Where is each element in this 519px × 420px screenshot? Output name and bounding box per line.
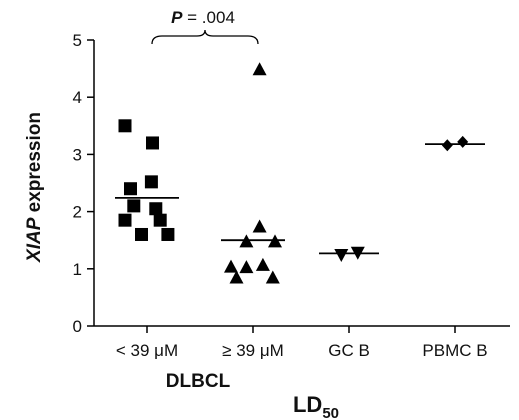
data-point: [252, 219, 267, 233]
y-tick-label: 4: [73, 88, 82, 107]
x-axis-title: LD50: [293, 392, 339, 420]
y-tick-label: 5: [73, 31, 82, 50]
data-point: [144, 175, 158, 189]
p-value-label: P = .004: [171, 8, 235, 27]
x-tick-label: ≥ 39 μM: [222, 341, 284, 360]
x-tick-label: PBMC B: [422, 341, 487, 360]
data-point: [350, 246, 365, 260]
data-point: [255, 257, 270, 271]
x-tick-label: GC B: [328, 341, 370, 360]
group-label-dlbcl: DLBCL: [166, 371, 231, 392]
data-point: [457, 135, 469, 148]
data-point: [224, 259, 238, 273]
y-tick-label: 2: [73, 203, 82, 222]
data-point: [265, 270, 280, 284]
axes: 0 1 2 3 4 5 < 39 μM ≥ 39 μM GC B PBMC B: [73, 31, 510, 360]
data-point: [149, 202, 163, 216]
data-point: [153, 213, 167, 227]
y-tick-label: 3: [73, 145, 82, 164]
data-point: [146, 136, 159, 150]
y-tick-label: 0: [73, 317, 82, 336]
y-tick-label: 1: [73, 260, 82, 279]
data-point: [124, 182, 137, 196]
data-point: [135, 227, 148, 241]
data-point: [252, 62, 267, 76]
data-point: [268, 234, 282, 248]
x-tick-label: < 39 μM: [116, 341, 178, 360]
significance-bracket: [151, 29, 259, 45]
data-point: [441, 139, 453, 152]
axis-labels: XIAP expression DLBCL LD50: [24, 112, 339, 420]
data-point: [161, 227, 175, 241]
data-point: [118, 119, 132, 133]
y-axis-title: XIAP expression: [24, 112, 45, 263]
data-point: [334, 249, 349, 262]
data-point: [127, 199, 141, 213]
data-point: [239, 260, 254, 274]
significance-annotation: P = .004: [151, 8, 259, 45]
data-point: [229, 270, 244, 284]
data-points: [118, 62, 469, 284]
data-point: [118, 213, 132, 227]
data-point: [239, 234, 254, 248]
